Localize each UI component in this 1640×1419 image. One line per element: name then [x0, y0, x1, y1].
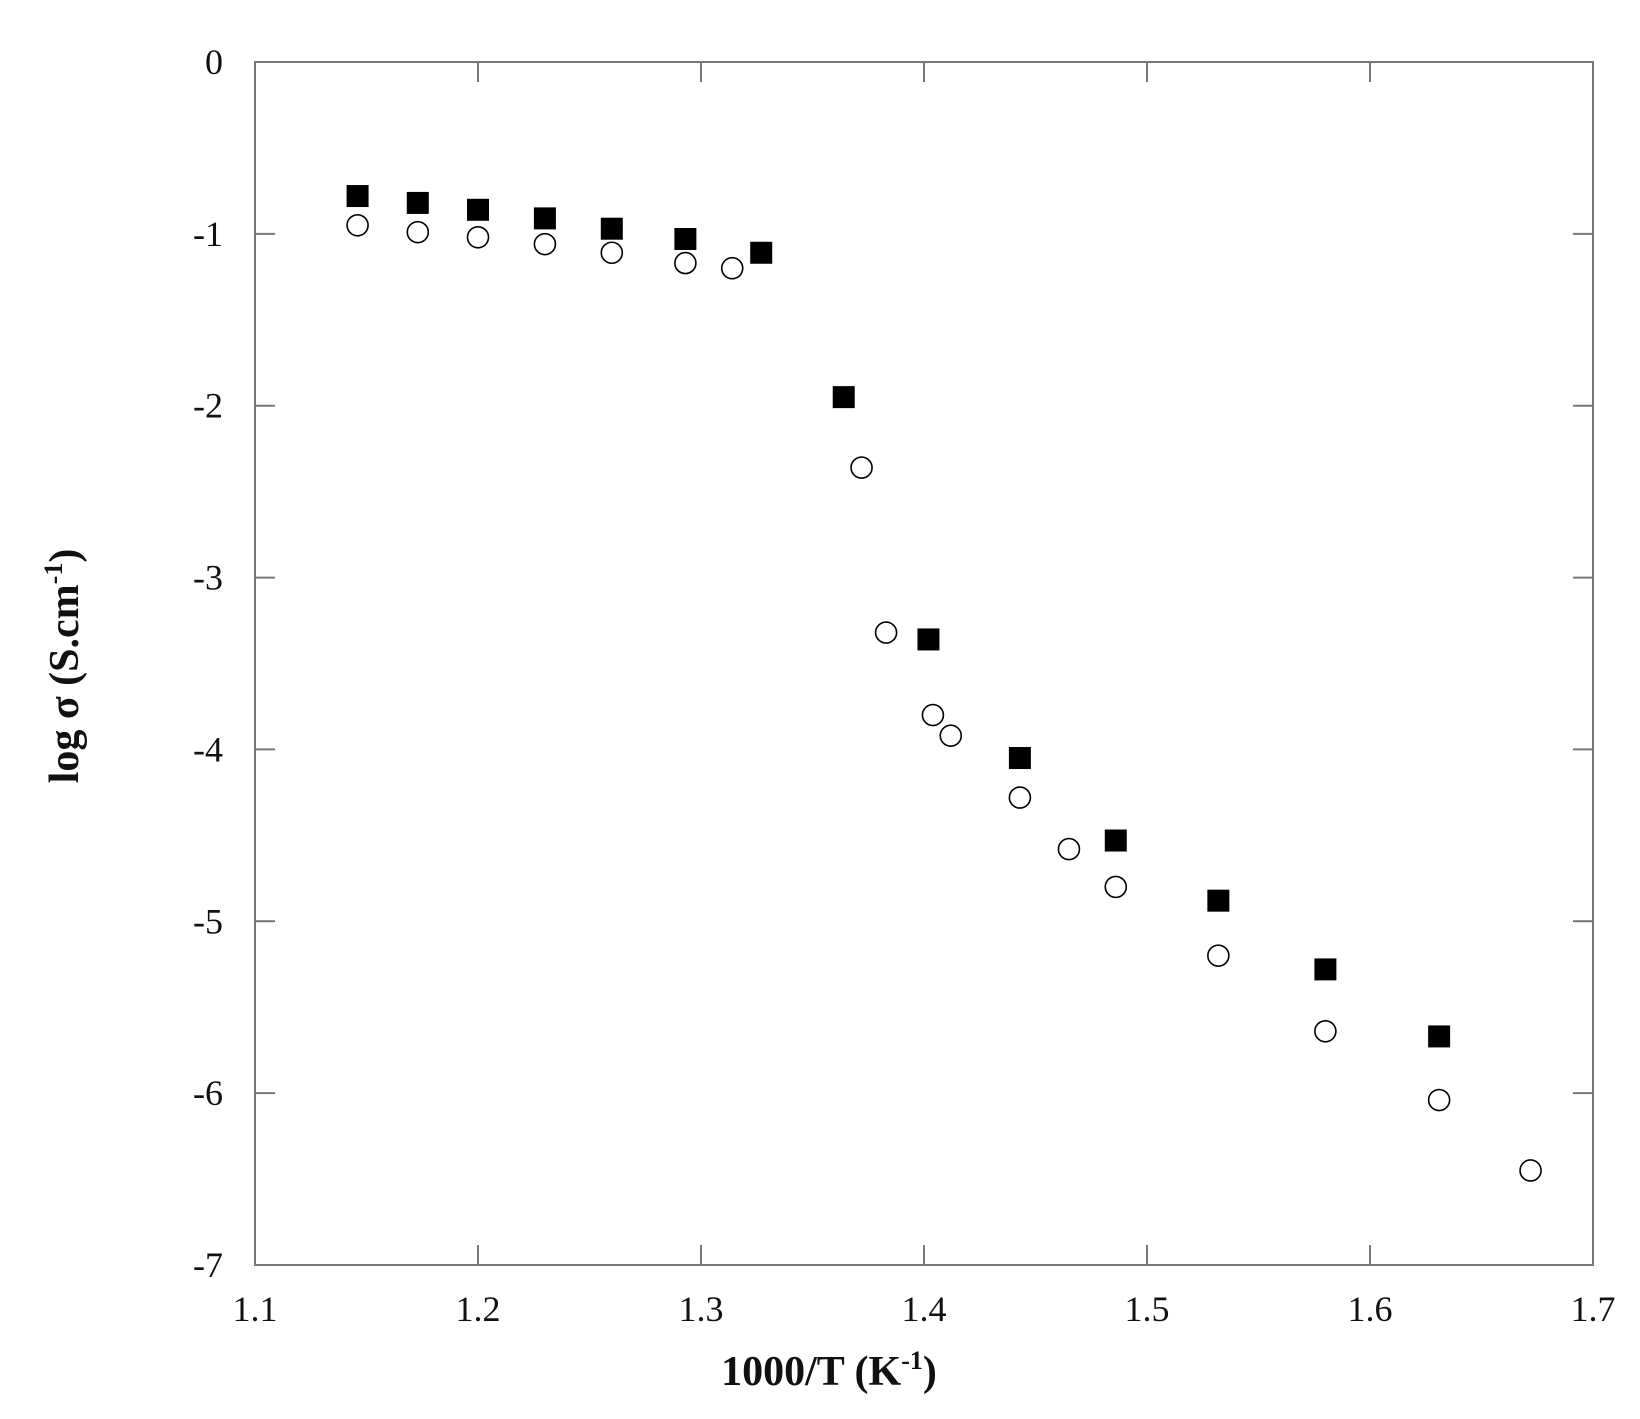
x-tick-label: 1.5	[1125, 1289, 1170, 1329]
data-point-open-circle	[1008, 786, 1032, 809]
data-point-filled-square	[1314, 958, 1337, 981]
data-point-open-circle	[1104, 875, 1128, 899]
y-axis-title-superscript: -1	[39, 563, 68, 585]
data-point-open-circle	[346, 213, 369, 237]
data-point-open-circle	[1057, 837, 1081, 861]
x-tick-label: 1.6	[1348, 1289, 1393, 1329]
y-tick-label: -4	[193, 729, 223, 769]
data-point-filled-square	[1008, 747, 1031, 770]
data-point-filled-square	[1104, 829, 1127, 852]
y-tick-label: -5	[193, 901, 223, 941]
x-tick-label: 1.3	[679, 1289, 724, 1329]
data-point-open-circle	[874, 621, 898, 644]
data-point-open-circle	[600, 241, 624, 265]
data-point-open-circle	[533, 232, 557, 256]
data-point-filled-square	[1428, 1025, 1451, 1048]
data-point-filled-square	[674, 228, 697, 251]
x-tick-label: 1.7	[1571, 1289, 1616, 1329]
y-axis-title: log σ (S.cm-1)	[39, 549, 88, 784]
data-point-filled-square	[467, 198, 489, 221]
data-point-filled-square	[600, 217, 623, 240]
data-point-open-circle	[1314, 1019, 1337, 1043]
plot-frame	[254, 61, 1594, 1266]
data-point-filled-square	[1207, 889, 1230, 912]
x-axis-title-superscript: -1	[901, 1346, 923, 1375]
data-point-open-circle	[1427, 1088, 1451, 1112]
data-point-open-circle	[921, 703, 945, 727]
data-point-open-circle	[939, 724, 963, 747]
x-tick-label: 1.1	[233, 1289, 278, 1329]
data-point-filled-square	[533, 207, 556, 230]
x-tick-label: 1.2	[456, 1289, 501, 1329]
y-axis-title-tail: )	[42, 549, 88, 563]
y-tick-label: -1	[193, 214, 223, 254]
data-point-filled-square	[832, 386, 855, 409]
y-tick-label: -2	[193, 386, 223, 426]
x-axis-title-base: 1000/T (K	[721, 1349, 901, 1395]
y-tick-label: -7	[193, 1245, 223, 1285]
data-point-open-circle	[406, 220, 430, 244]
y-tick-label: -3	[193, 558, 223, 598]
data-point-open-circle	[850, 456, 873, 479]
data-point-open-circle	[1519, 1159, 1542, 1182]
data-point-filled-square	[917, 628, 940, 651]
y-tick-label: 0	[205, 42, 223, 82]
data-point-open-circle	[720, 256, 744, 280]
x-axis-title-tail: )	[923, 1349, 937, 1395]
data-point-filled-square	[406, 191, 429, 214]
y-tick-label: -6	[193, 1073, 223, 1113]
data-point-filled-square	[346, 185, 369, 208]
data-point-open-circle	[466, 225, 490, 249]
x-axis-title: 1000/T (K-1)	[721, 1346, 937, 1395]
data-point-filled-square	[750, 241, 773, 264]
x-tick-label: 1.4	[902, 1289, 947, 1329]
data-point-open-circle	[1207, 944, 1230, 967]
y-axis-title-base: log σ (S.cm	[42, 584, 88, 783]
data-point-open-circle	[674, 251, 697, 275]
